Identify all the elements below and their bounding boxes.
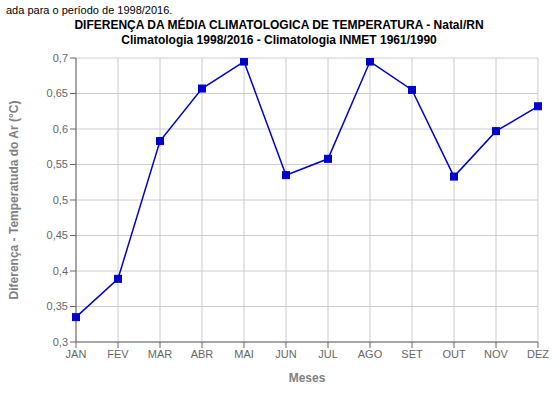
svg-text:Meses: Meses	[289, 371, 326, 385]
svg-text:0,45: 0,45	[47, 229, 68, 241]
svg-text:OUT: OUT	[442, 348, 466, 360]
svg-text:0,5: 0,5	[53, 194, 68, 206]
svg-text:JUL: JUL	[318, 348, 338, 360]
svg-text:0,65: 0,65	[47, 87, 68, 99]
svg-text:FEV: FEV	[107, 348, 129, 360]
svg-text:NOV: NOV	[484, 348, 509, 360]
svg-text:DEZ: DEZ	[527, 348, 549, 360]
svg-text:MAI: MAI	[234, 348, 254, 360]
svg-text:0,4: 0,4	[53, 265, 68, 277]
svg-text:MAR: MAR	[148, 348, 173, 360]
html-text:Climatologia 1998/2016 - Clima: Climatologia 1998/2016 - Climatologia IN…	[121, 33, 437, 47]
svg-text:SET: SET	[401, 348, 423, 360]
svg-text:0,35: 0,35	[47, 300, 68, 312]
svg-text:AGO: AGO	[358, 348, 383, 360]
svg-text:ABR: ABR	[191, 348, 214, 360]
svg-text:0,6: 0,6	[53, 123, 68, 135]
svg-text:JUN: JUN	[275, 348, 296, 360]
html-text:DIFERENÇA DA MÉDIA CLIMATOLOGI: DIFERENÇA DA MÉDIA CLIMATOLOGICA DE TEMP…	[74, 18, 484, 32]
svg-text:0,7: 0,7	[53, 52, 68, 64]
svg-text:JAN: JAN	[66, 348, 87, 360]
svg-text:0,55: 0,55	[47, 158, 68, 170]
svg-text:0,3: 0,3	[53, 336, 68, 348]
svg-text:Diferença - Temperatuda do Ar: Diferença - Temperatuda do Ar (°C)	[8, 101, 21, 300]
html-text:ada para o período de 1998/201: ada para o período de 1998/2016.	[6, 4, 173, 16]
